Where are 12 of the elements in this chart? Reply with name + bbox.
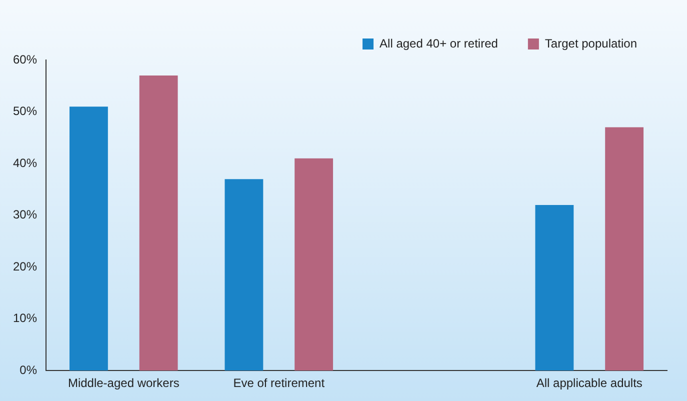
y-tick-label: 10% — [12, 311, 38, 326]
y-tick-label: 40% — [12, 156, 38, 170]
legend-label: Target population — [544, 36, 638, 50]
x-tick-label: All applicable adults — [536, 376, 642, 390]
y-tick-label: 20% — [12, 259, 38, 274]
x-tick-label: Eve of retirement — [233, 376, 326, 390]
legend-label: All aged 40+ or retired — [380, 36, 498, 50]
x-tick-label: Middle-aged workers — [68, 376, 180, 390]
y-tick-label: 30% — [12, 208, 38, 222]
y-tick-label: 60% — [12, 52, 38, 66]
y-tick-label: 50% — [12, 104, 38, 118]
y-tick-label: 0% — [20, 362, 38, 377]
